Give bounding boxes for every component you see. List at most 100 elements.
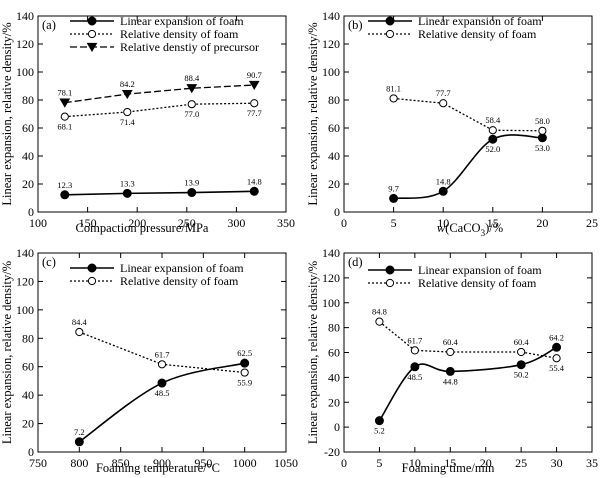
legend-marker (87, 263, 97, 273)
data-point (187, 100, 196, 109)
x-tick-label: 1000 (233, 456, 257, 470)
data-label: 71.4 (120, 117, 136, 127)
x-axis-title: Foaming temperature/°C (96, 461, 220, 475)
x-axis-title-suffix: )/% (485, 221, 503, 235)
data-label: 55.4 (549, 363, 565, 373)
x-axis-title: w(CaCO3)/% (437, 221, 503, 238)
data-point (552, 354, 561, 363)
legend-marker (87, 16, 97, 26)
legend-marker (87, 29, 97, 39)
data-point (122, 188, 132, 198)
y-tick-label: 0 (334, 420, 340, 434)
data-label: 58.4 (485, 115, 501, 125)
series-line (379, 321, 557, 359)
x-tick-label: 25 (515, 456, 527, 470)
series-0: 12.3 13.3 13.9 14.8 (57, 176, 262, 200)
data-point (389, 193, 399, 203)
x-tick-label: 10 (437, 216, 449, 230)
x-tick-label: 35 (586, 456, 598, 470)
legend-label: Relative density of foam (120, 27, 239, 41)
data-point (249, 186, 259, 196)
y-axis-title: Linear expansion, relative density/% (306, 22, 320, 205)
y-tick-label: 120 (322, 37, 340, 51)
y-tick-label: 20 (328, 395, 340, 409)
data-label: 68.1 (57, 122, 72, 132)
data-label: 78.1 (57, 88, 72, 98)
legend-entry: Relative denstiy of precursor (70, 40, 259, 54)
data-point (375, 317, 384, 326)
x-tick-label: 0 (341, 456, 347, 470)
legend-entry: Linear expansion of foam (368, 263, 542, 277)
x-tick-label: 20 (480, 456, 492, 470)
x-tick-label: 750 (29, 456, 47, 470)
data-label: 60.4 (514, 337, 530, 347)
data-label: 13.9 (184, 178, 199, 188)
y-tick-label: 60 (22, 121, 34, 135)
panel-label: (a) (42, 18, 56, 32)
y-tick-label: 0 (334, 205, 340, 219)
panel-label: (b) (348, 18, 363, 32)
data-point (59, 98, 71, 108)
data-point (488, 126, 497, 135)
series-line (393, 97, 543, 132)
legend-label: Linear expansion of foam (120, 261, 244, 275)
legend-entry: Relative density of foam (368, 276, 537, 290)
data-point (250, 99, 259, 108)
data-point (240, 368, 249, 377)
data-point (552, 342, 562, 352)
data-point (410, 346, 419, 355)
y-tick-label: 40 (328, 370, 340, 384)
data-point (389, 94, 398, 103)
x-axis-title: Compaction pressure/MPa (76, 221, 209, 235)
plot-frame (37, 15, 287, 213)
y-axis-title: Linear expansion, relative density/% (0, 22, 14, 205)
y-tick-label: 20 (328, 177, 340, 191)
y-tick-label: 40 (22, 149, 34, 163)
data-label: 9.7 (388, 183, 399, 193)
series-1: 68.1 71.4 77.0 77.7 (57, 99, 262, 132)
x-tick-label: 150 (79, 216, 97, 230)
legend-marker (86, 42, 98, 53)
x-tick-label: 200 (128, 216, 146, 230)
data-label: 77.0 (184, 109, 199, 119)
data-point (439, 99, 448, 108)
x-tick-label: 300 (227, 216, 245, 230)
x-tick-label: 30 (551, 456, 563, 470)
y-tick-label: 140 (16, 246, 34, 260)
data-label: 90.7 (247, 70, 262, 80)
data-label: 62.5 (237, 348, 252, 358)
x-tick-label: 15 (444, 456, 456, 470)
legend-entry: Linear expansion of foam (368, 14, 542, 28)
data-label: 50.2 (514, 370, 529, 380)
legend-label: Relative density of foam (120, 274, 239, 288)
data-label: 77.7 (436, 88, 451, 98)
legend-marker (385, 278, 395, 288)
series-line (64, 84, 255, 104)
data-label: 77.7 (247, 108, 262, 118)
data-point (74, 437, 84, 447)
y-tick-label: 140 (322, 246, 340, 260)
y-tick-label: 80 (22, 93, 34, 107)
x-axis-title-sub: 3 (481, 228, 486, 238)
y-tick-label: 20 (22, 177, 34, 191)
series-1: 84.8 61.7 60.4 60.4 55.4 (372, 307, 565, 374)
y-tick-label: -20 (324, 445, 340, 459)
data-label: 60.4 (443, 337, 459, 347)
data-label: 7.2 (74, 427, 85, 437)
data-label: 58.0 (535, 116, 550, 126)
data-label: 52.0 (485, 144, 500, 154)
y-tick-label: 40 (22, 388, 34, 402)
x-tick-label: 10 (409, 456, 421, 470)
y-tick-label: 60 (328, 346, 340, 360)
legend-marker (385, 16, 395, 26)
x-tick-label: 5 (376, 456, 382, 470)
legend-entry: Relative density of foam (70, 274, 239, 288)
panel-d: 0 5 10 15 20 25 30 35-20020406080100120140(d)Fo… (306, 246, 598, 475)
data-label: 13.3 (120, 178, 135, 188)
panel-a: 100 150 200 250 300 350 0 20 40 60 80 100 120 140 (a) C… (0, 9, 295, 235)
panel-label: (c) (42, 255, 56, 269)
x-tick-label: 250 (178, 216, 196, 230)
x-tick-label: 850 (112, 456, 130, 470)
legend-marker (385, 265, 395, 275)
